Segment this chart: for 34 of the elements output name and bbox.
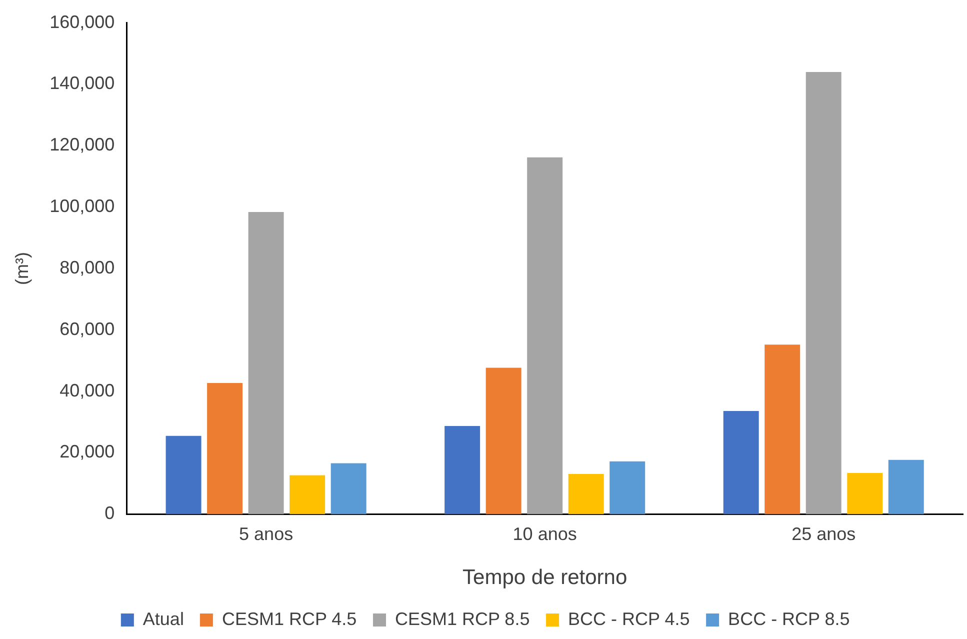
bar bbox=[723, 411, 759, 514]
x-tick-label: 25 anos bbox=[792, 524, 856, 544]
bar bbox=[330, 463, 366, 514]
y-tick-label: 20,000 bbox=[60, 442, 115, 462]
bar bbox=[166, 436, 202, 514]
y-tick-label: 140,000 bbox=[50, 73, 115, 94]
legend-label: CESM1 RCP 4.5 bbox=[222, 608, 357, 629]
bar bbox=[610, 461, 646, 514]
bar bbox=[486, 368, 522, 514]
y-tick-label: 0 bbox=[104, 503, 115, 524]
bar bbox=[444, 426, 480, 514]
y-tick-label: 100,000 bbox=[50, 196, 115, 216]
y-axis-title: (m³) bbox=[12, 252, 32, 285]
y-tick-label: 160,000 bbox=[50, 12, 115, 32]
bar bbox=[207, 383, 243, 514]
bar bbox=[806, 72, 842, 514]
bar bbox=[888, 460, 924, 514]
legend-label: CESM1 RCP 8.5 bbox=[394, 608, 530, 629]
bar bbox=[248, 212, 284, 514]
legend-label: Atual bbox=[142, 608, 184, 629]
y-tick-label: 80,000 bbox=[60, 257, 115, 278]
x-tick-label: 10 anos bbox=[512, 524, 577, 544]
legend-label: BCC - RCP 8.5 bbox=[728, 608, 850, 629]
x-tick-label: 5 anos bbox=[239, 524, 294, 544]
bar bbox=[290, 475, 326, 514]
y-tick-label: 40,000 bbox=[60, 380, 115, 400]
bar bbox=[527, 157, 563, 514]
bar bbox=[568, 474, 604, 514]
x-axis-title: Tempo de retorno bbox=[462, 566, 628, 590]
y-tick-label: 60,000 bbox=[60, 318, 115, 339]
y-tick-label: 120,000 bbox=[50, 134, 115, 155]
legend-label: BCC - RCP 4.5 bbox=[568, 608, 690, 629]
bar bbox=[764, 344, 800, 514]
bar bbox=[847, 473, 883, 514]
